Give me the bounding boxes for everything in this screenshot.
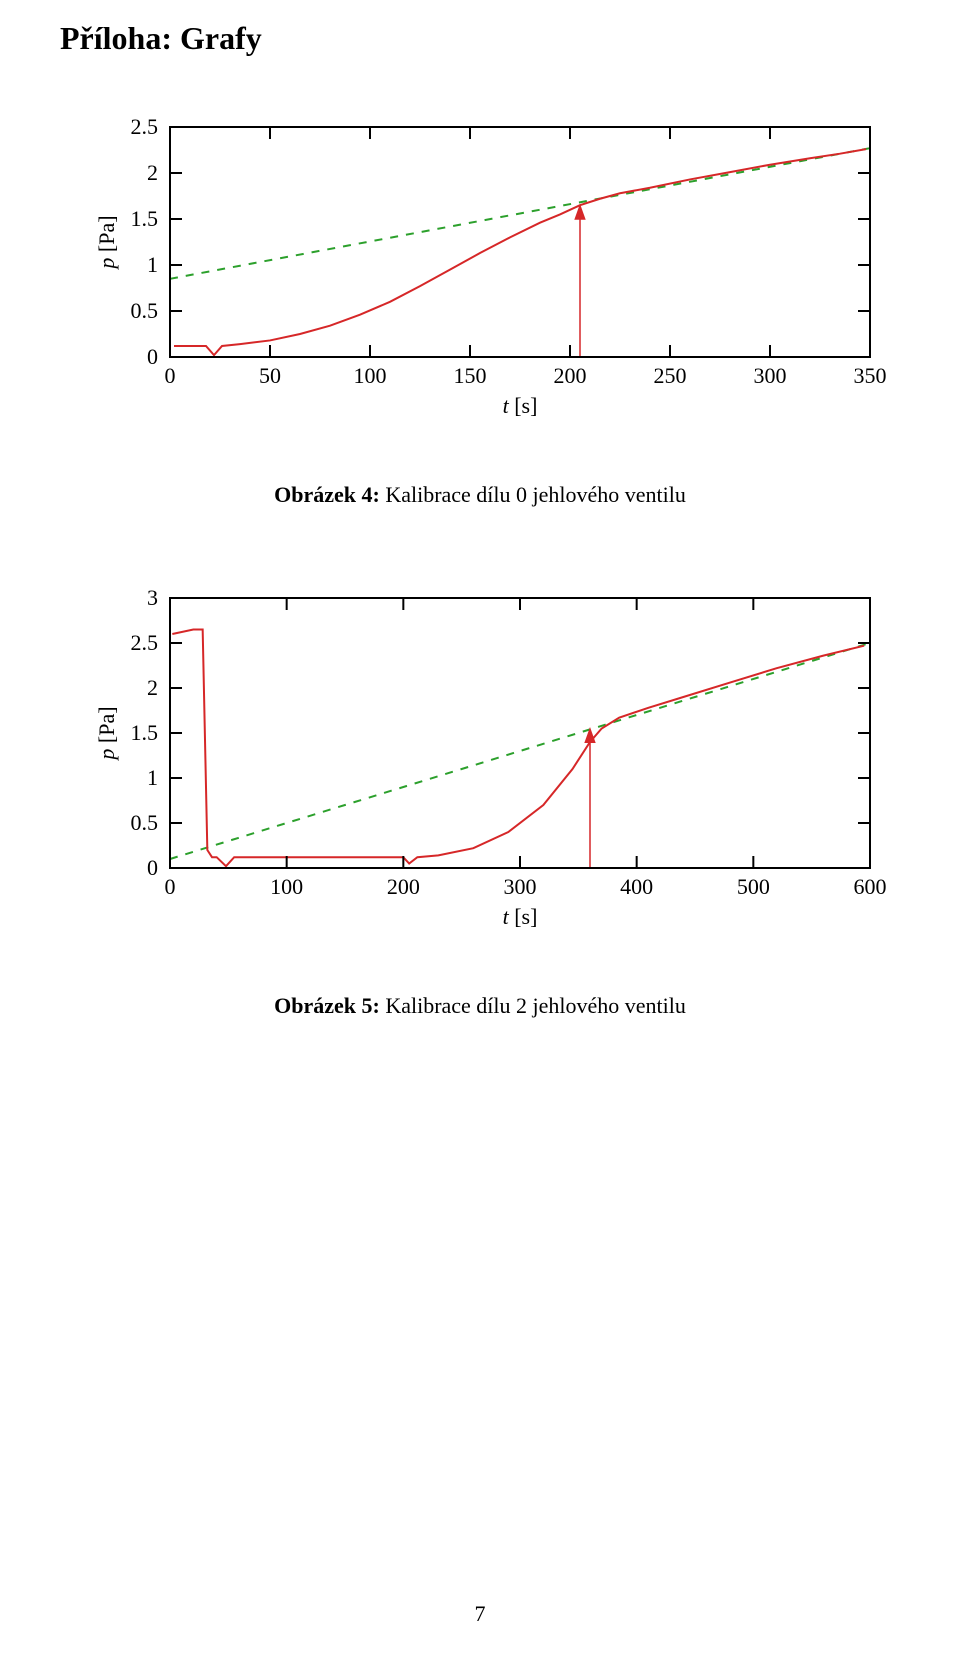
svg-text:3: 3 [147, 585, 158, 610]
svg-text:200: 200 [554, 363, 587, 388]
svg-text:250: 250 [654, 363, 687, 388]
svg-text:1: 1 [147, 252, 158, 277]
svg-text:150: 150 [454, 363, 487, 388]
caption-bold: Obrázek 4: [274, 482, 380, 507]
svg-text:0: 0 [147, 855, 158, 880]
svg-text:50: 50 [259, 363, 281, 388]
chart-2-svg: 0 100 200 300 400 500 600 0 0.5 1 1.5 2 2.5 3 t [s] p [… [60, 578, 900, 948]
caption-bold: Obrázek 5: [274, 993, 380, 1018]
svg-text:350: 350 [854, 363, 887, 388]
svg-text:100: 100 [270, 874, 303, 899]
chart-2-caption: Obrázek 5: Kalibrace dílu 2 jehlového ve… [60, 993, 900, 1019]
svg-text:0: 0 [165, 363, 176, 388]
chart-1-caption: Obrázek 4: Kalibrace dílu 0 jehlového ve… [60, 482, 900, 508]
svg-text:100: 100 [354, 363, 387, 388]
caption-text: Kalibrace dílu 2 jehlového ventilu [380, 993, 686, 1018]
chart-1-svg: 0 50 100 150 200 250 300 350 0 0.5 1 1.5 2 2.5 t [s] p … [60, 107, 900, 437]
svg-text:2.5: 2.5 [131, 630, 159, 655]
svg-text:p [Pa]: p [Pa] [94, 706, 119, 761]
svg-text:1.5: 1.5 [131, 206, 159, 231]
svg-text:0.5: 0.5 [131, 298, 159, 323]
svg-text:500: 500 [737, 874, 770, 899]
svg-text:t [s]: t [s] [503, 393, 538, 418]
chart-1: 0 50 100 150 200 250 300 350 0 0.5 1 1.5 2 2.5 t [s] p … [60, 107, 900, 508]
caption-text: Kalibrace dílu 0 jehlového ventilu [380, 482, 686, 507]
svg-text:0.5: 0.5 [131, 810, 159, 835]
page-title: Příloha: Grafy [60, 20, 900, 57]
svg-text:400: 400 [620, 874, 653, 899]
svg-text:2: 2 [147, 160, 158, 185]
svg-text:200: 200 [387, 874, 420, 899]
svg-text:2: 2 [147, 675, 158, 700]
page-number: 7 [0, 1601, 960, 1627]
svg-text:1: 1 [147, 765, 158, 790]
chart-2: 0 100 200 300 400 500 600 0 0.5 1 1.5 2 2.5 3 t [s] p [… [60, 578, 900, 1019]
svg-text:600: 600 [854, 874, 887, 899]
svg-text:2.5: 2.5 [131, 114, 159, 139]
svg-text:1.5: 1.5 [131, 720, 159, 745]
svg-text:0: 0 [165, 874, 176, 899]
svg-text:300: 300 [754, 363, 787, 388]
svg-text:0: 0 [147, 344, 158, 369]
svg-text:p [Pa]: p [Pa] [94, 215, 119, 270]
svg-text:t [s]: t [s] [503, 904, 538, 929]
svg-text:300: 300 [504, 874, 537, 899]
